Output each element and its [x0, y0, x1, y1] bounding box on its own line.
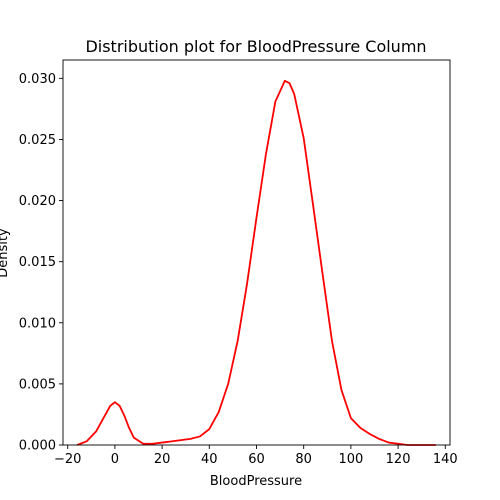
density-line-0 — [76, 79, 436, 446]
chart-title: Distribution plot for BloodPressure Colu… — [85, 37, 426, 56]
plot-frame — [62, 59, 451, 446]
x-tick-label: 40 — [201, 452, 218, 467]
x-tick-label: 60 — [248, 452, 265, 467]
y-axis: 0.000 0.005 0.010 0.015 0.020 0.025 0.030 — [19, 72, 63, 454]
y-tick-label: 0.025 — [19, 133, 56, 148]
y-tick-label: 0.020 — [19, 194, 56, 209]
x-tick-label: 20 — [154, 452, 171, 467]
x-tick-label: 100 — [338, 452, 363, 467]
x-tick-label: 140 — [433, 452, 458, 467]
y-tick-label: 0.030 — [19, 72, 56, 87]
y-axis-label: Density — [0, 228, 11, 278]
x-tick-label: 120 — [386, 452, 411, 467]
y-tick-label: 0.005 — [19, 377, 56, 392]
x-tick-label: 80 — [295, 452, 312, 467]
x-tick-label: 0 — [111, 452, 119, 467]
plot-area — [62, 59, 451, 446]
y-tick-label: 0.000 — [19, 439, 56, 454]
x-axis: −20 0 20 40 60 80 100 120 140 — [54, 445, 458, 467]
x-axis-label: BloodPressure — [210, 474, 302, 489]
x-tick-label: −20 — [54, 452, 81, 467]
y-tick-label: 0.010 — [19, 316, 56, 331]
y-tick-label: 0.015 — [19, 255, 56, 270]
